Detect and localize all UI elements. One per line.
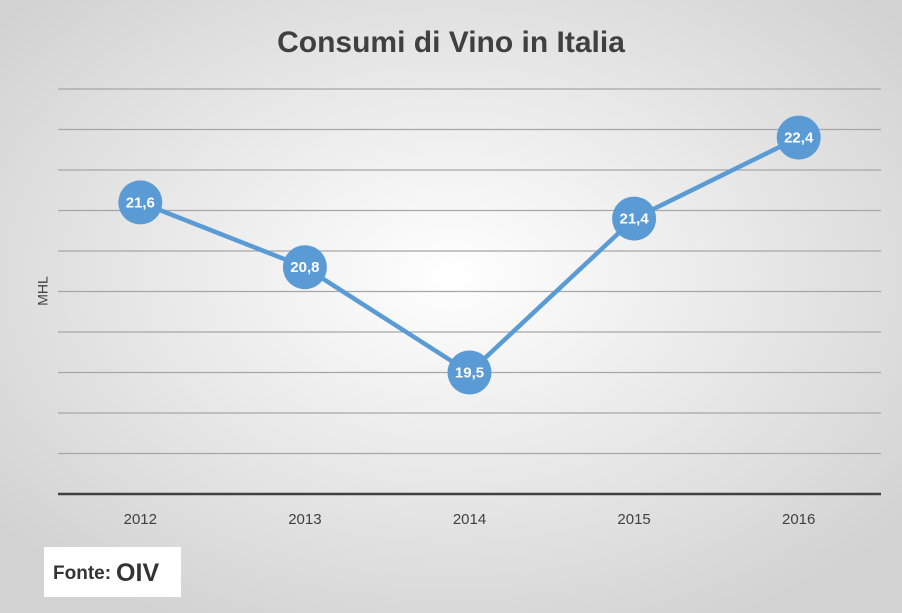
x-tick-label: 2014 bbox=[453, 511, 486, 528]
x-tick-label: 2013 bbox=[288, 511, 321, 528]
x-tick-label: 2016 bbox=[782, 511, 815, 528]
source-name: OIV bbox=[116, 559, 159, 587]
marker bbox=[118, 180, 163, 225]
value-label: 21,6 bbox=[126, 194, 155, 211]
x-tick-label: 2015 bbox=[617, 511, 650, 528]
source-prefix: Fonte: bbox=[53, 563, 111, 584]
y-axis-label: MHL bbox=[35, 276, 51, 306]
value-label: 19,5 bbox=[455, 364, 484, 381]
value-label: 20,8 bbox=[290, 259, 319, 276]
source-label: Fonte: OIV bbox=[53, 559, 159, 587]
marker bbox=[612, 196, 657, 241]
value-label: 21,4 bbox=[619, 211, 649, 228]
marker bbox=[776, 115, 821, 160]
marker bbox=[282, 245, 327, 290]
chart-title: Consumi di Vino in Italia bbox=[277, 26, 625, 59]
value-label: 22,4 bbox=[784, 130, 814, 147]
marker bbox=[447, 350, 492, 395]
x-tick-label: 2012 bbox=[124, 511, 157, 528]
source-box bbox=[44, 547, 181, 597]
